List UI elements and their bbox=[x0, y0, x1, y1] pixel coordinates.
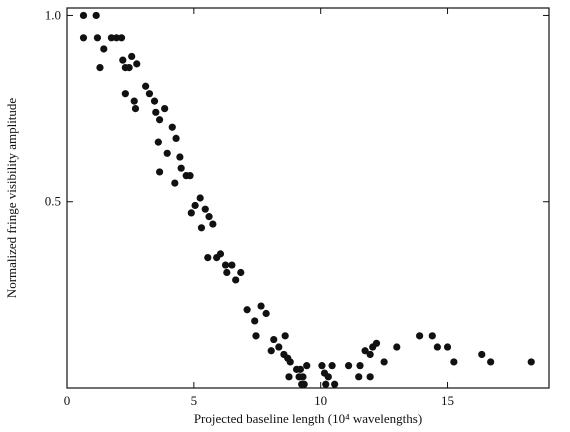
data-point bbox=[155, 168, 164, 176]
data-point bbox=[150, 97, 159, 105]
data-point bbox=[267, 347, 275, 355]
data-point bbox=[121, 90, 129, 98]
data-point bbox=[355, 373, 363, 381]
data-point bbox=[318, 362, 326, 370]
data-point bbox=[322, 380, 330, 388]
data-point bbox=[257, 302, 265, 310]
data-point bbox=[361, 347, 369, 355]
data-point bbox=[299, 373, 307, 381]
data-point bbox=[232, 276, 240, 284]
data-point bbox=[145, 90, 154, 98]
data-point bbox=[152, 108, 160, 116]
data-point bbox=[187, 209, 195, 217]
data-point bbox=[142, 82, 150, 90]
data-point bbox=[171, 179, 179, 187]
data-point bbox=[172, 134, 180, 142]
data-point bbox=[300, 380, 308, 388]
data-point bbox=[281, 332, 289, 340]
data-point bbox=[527, 358, 535, 366]
data-point bbox=[130, 97, 138, 105]
data-point bbox=[201, 205, 209, 213]
data-point bbox=[79, 34, 88, 42]
data-point bbox=[96, 64, 104, 72]
data-point bbox=[128, 52, 136, 61]
data-point bbox=[331, 380, 339, 388]
data-points bbox=[79, 11, 535, 388]
data-point bbox=[100, 45, 108, 53]
data-point bbox=[487, 358, 495, 366]
data-point bbox=[221, 261, 230, 269]
data-point bbox=[366, 373, 374, 381]
x-tick-label: 0 bbox=[64, 393, 71, 408]
data-point bbox=[186, 172, 194, 180]
y-axis-title: Normalized fringe visibility amplitude bbox=[4, 98, 19, 299]
data-point bbox=[262, 309, 270, 318]
data-point bbox=[154, 138, 162, 146]
data-point bbox=[177, 164, 185, 172]
data-point bbox=[344, 362, 353, 370]
data-point bbox=[228, 261, 236, 269]
data-point bbox=[93, 34, 102, 42]
y-tick-label: 1.0 bbox=[45, 7, 61, 22]
data-point bbox=[119, 56, 127, 64]
data-point bbox=[478, 350, 486, 359]
data-point bbox=[133, 60, 141, 68]
data-point bbox=[372, 339, 381, 347]
data-point bbox=[216, 250, 225, 258]
data-point bbox=[356, 362, 364, 370]
data-point bbox=[176, 153, 184, 161]
data-point bbox=[380, 358, 388, 366]
data-point bbox=[270, 335, 278, 344]
data-point bbox=[92, 11, 100, 20]
data-point bbox=[107, 34, 115, 42]
x-tick-label: 15 bbox=[441, 393, 454, 408]
y-tick-label: 0.5 bbox=[45, 194, 61, 209]
data-point bbox=[161, 104, 169, 113]
data-point bbox=[252, 332, 260, 340]
data-point bbox=[243, 306, 251, 314]
data-point bbox=[197, 224, 206, 232]
data-point bbox=[209, 220, 217, 228]
data-point bbox=[328, 362, 336, 370]
data-point bbox=[324, 373, 332, 381]
data-point bbox=[168, 123, 176, 131]
data-point bbox=[450, 358, 458, 366]
data-point bbox=[112, 34, 121, 42]
data-point bbox=[433, 343, 441, 351]
data-point bbox=[155, 116, 164, 124]
plot-frame bbox=[66, 7, 550, 389]
data-point bbox=[237, 268, 245, 277]
data-point bbox=[393, 343, 401, 351]
data-point bbox=[416, 332, 424, 340]
x-tick-label: 10 bbox=[314, 393, 327, 408]
data-point bbox=[163, 149, 171, 157]
data-point bbox=[366, 350, 374, 359]
data-point bbox=[196, 194, 204, 202]
data-point bbox=[428, 332, 436, 340]
data-point bbox=[125, 64, 133, 72]
data-point bbox=[191, 201, 199, 210]
data-point bbox=[204, 254, 212, 262]
data-point bbox=[131, 104, 140, 113]
data-point bbox=[223, 268, 231, 277]
data-point bbox=[285, 373, 293, 381]
data-point bbox=[303, 362, 311, 370]
data-point bbox=[286, 358, 294, 366]
x-axis-title: Projected baseline length (10⁴ wavelengt… bbox=[194, 411, 422, 426]
data-point bbox=[296, 365, 304, 373]
axis-ticks: 0 5 10 15 0.5 1.0 bbox=[45, 7, 549, 408]
data-point bbox=[117, 34, 126, 42]
data-point bbox=[443, 343, 452, 351]
data-point bbox=[275, 343, 283, 351]
data-point bbox=[251, 317, 259, 325]
data-point bbox=[79, 11, 88, 20]
x-tick-label: 5 bbox=[191, 393, 198, 408]
data-point bbox=[205, 213, 213, 221]
